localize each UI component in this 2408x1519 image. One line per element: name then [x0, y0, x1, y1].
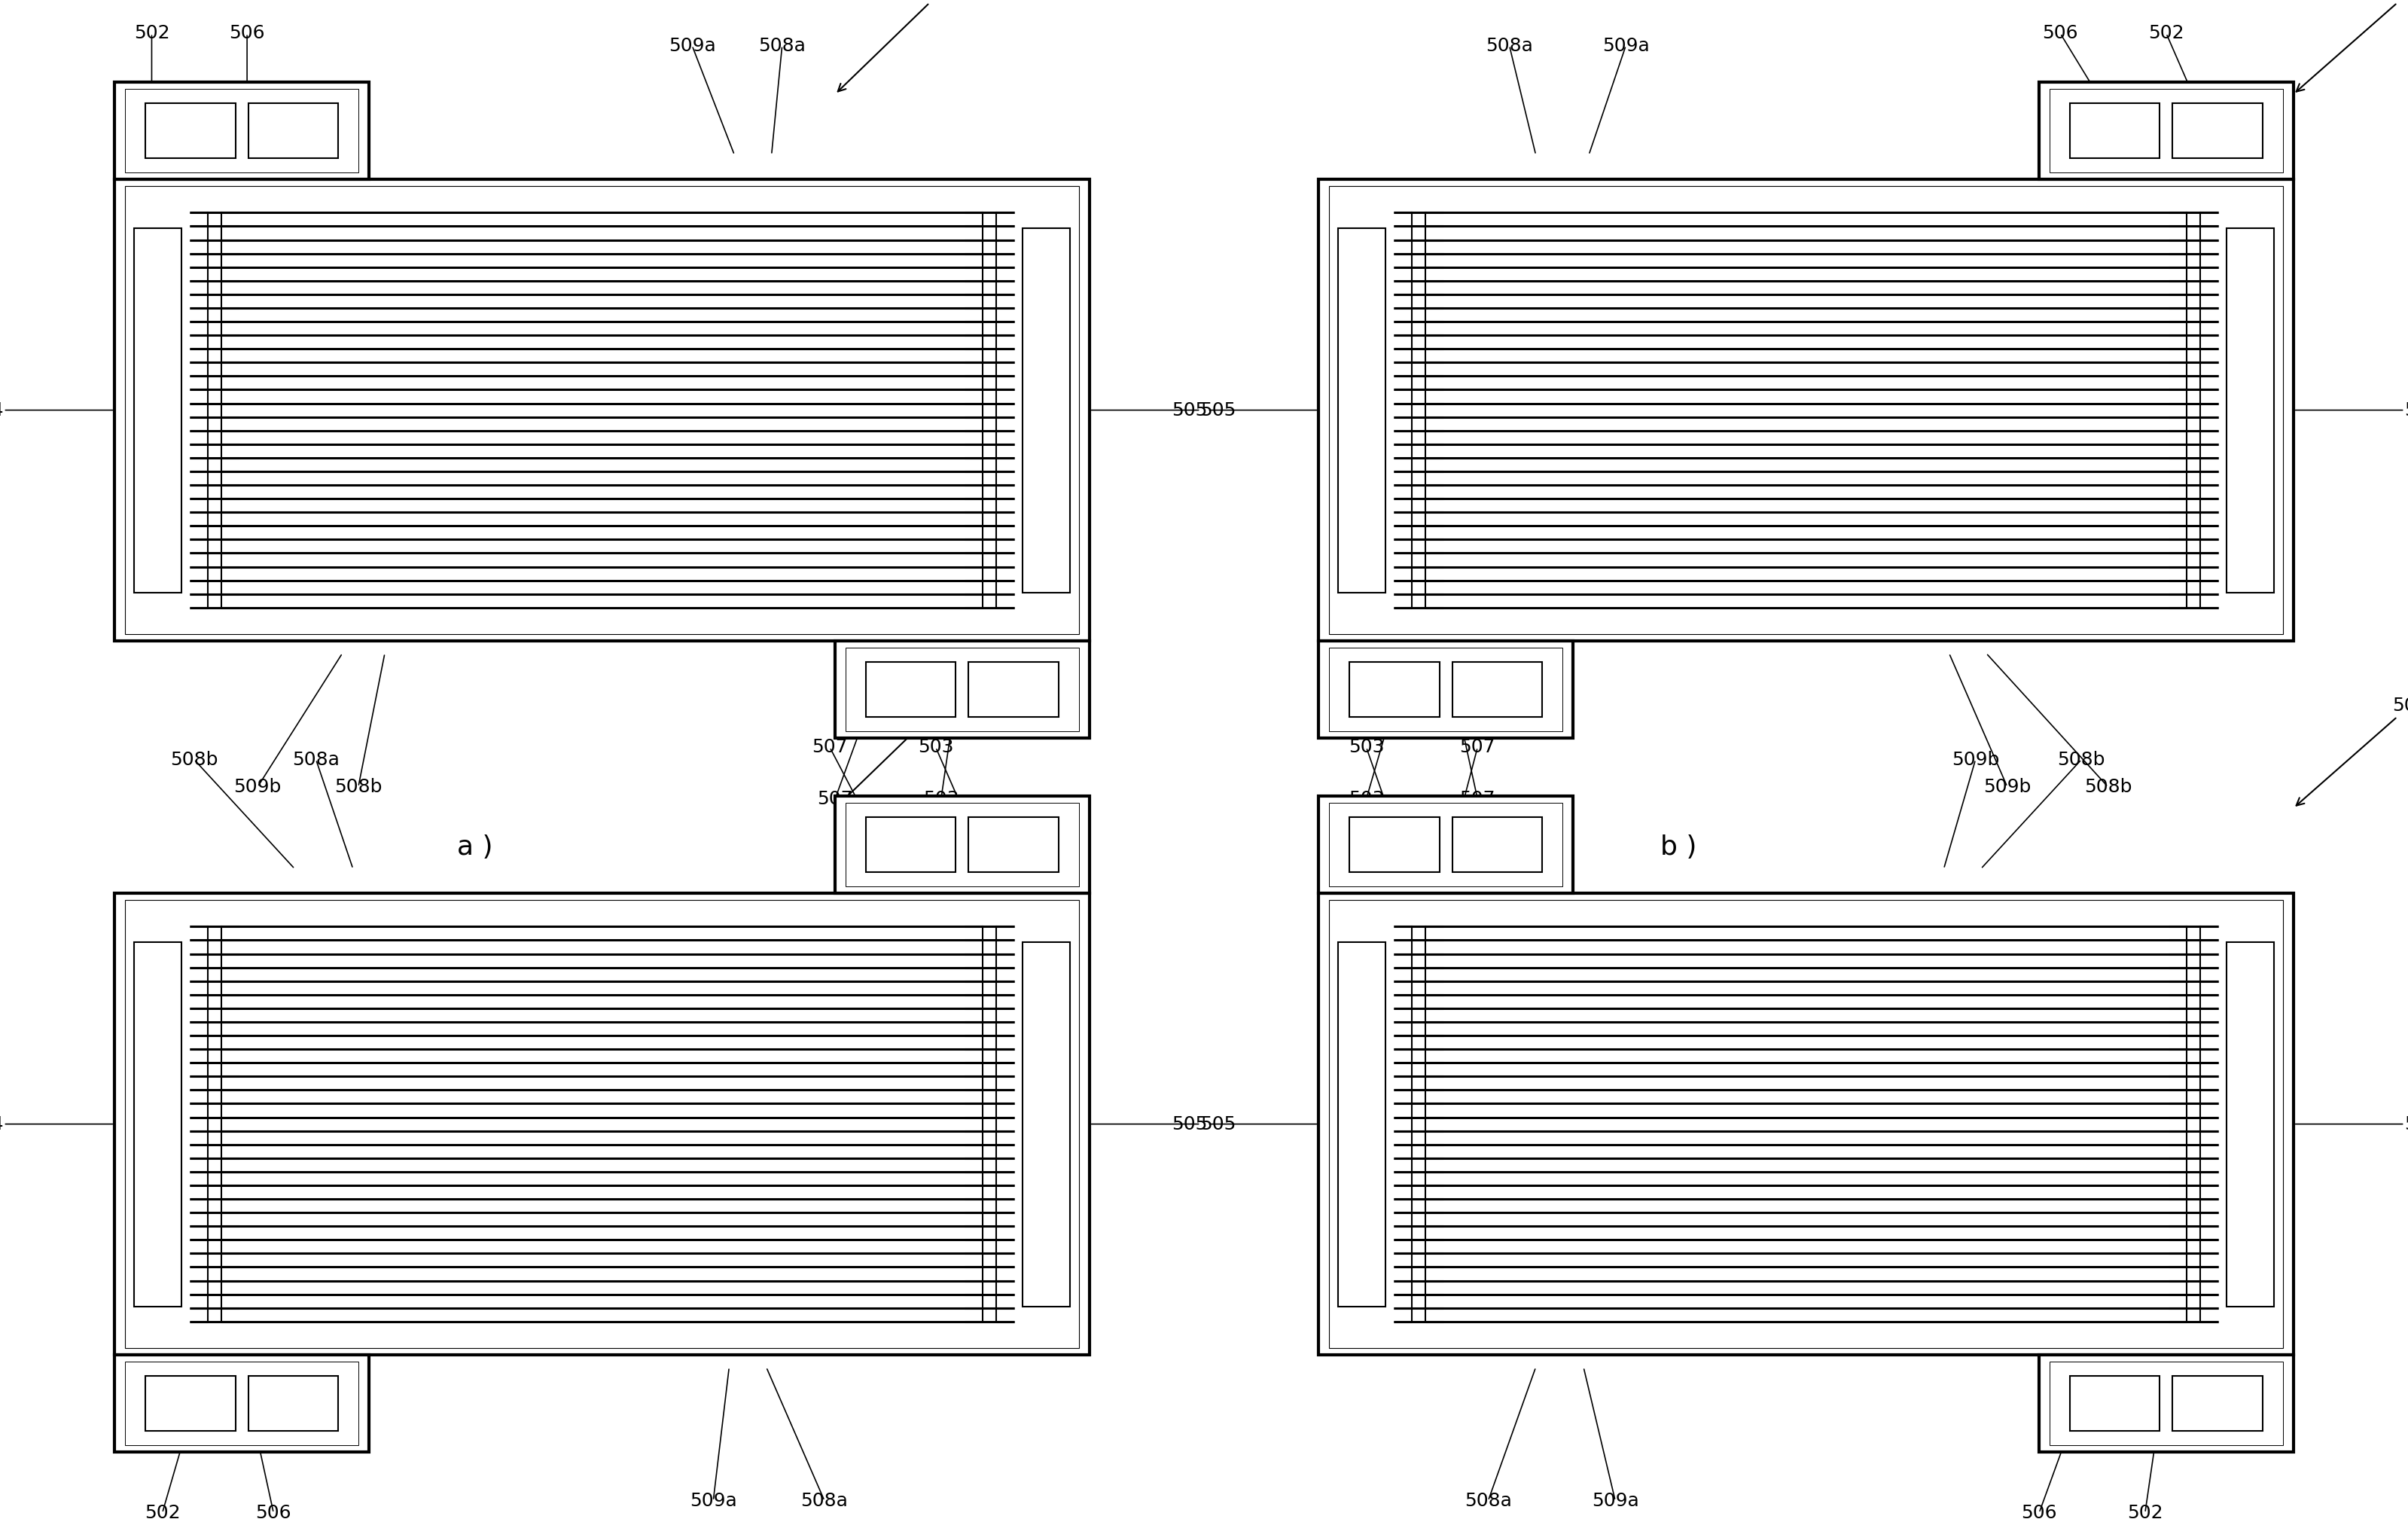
Text: 509a: 509a — [689, 1492, 737, 1510]
Bar — [1320, 641, 1572, 738]
Bar — [144, 1376, 236, 1431]
Text: 500: 500 — [838, 0, 958, 91]
Text: 504: 504 — [2406, 1115, 2408, 1133]
Bar — [125, 88, 359, 173]
Bar — [867, 662, 956, 717]
Text: 508b: 508b — [2083, 778, 2131, 796]
Bar — [1329, 185, 2283, 635]
Text: 503: 503 — [1348, 738, 1385, 756]
Text: 508b: 508b — [2056, 750, 2105, 769]
Text: 506: 506 — [255, 1504, 291, 1519]
Text: 505: 505 — [1173, 401, 1206, 419]
Bar — [125, 185, 1079, 635]
Text: 507: 507 — [811, 738, 848, 756]
Text: 508a: 508a — [1486, 36, 1534, 55]
Text: 502: 502 — [144, 1504, 181, 1519]
Text: 508a: 508a — [802, 1492, 848, 1510]
Bar — [1339, 942, 1385, 1306]
Bar — [2227, 228, 2273, 592]
Text: 509b: 509b — [1950, 750, 1999, 769]
Text: 509a: 509a — [1601, 36, 1649, 55]
Bar — [135, 942, 181, 1306]
Text: 502: 502 — [2148, 24, 2184, 43]
Text: 508b: 508b — [171, 750, 219, 769]
Text: 506: 506 — [2042, 24, 2078, 43]
Bar — [2172, 1376, 2264, 1431]
Text: 505: 505 — [1202, 401, 1235, 419]
Text: 504: 504 — [2406, 401, 2408, 419]
Text: 501: 501 — [2297, 0, 2408, 91]
Bar — [1320, 796, 1572, 893]
Bar — [1452, 662, 1541, 717]
Text: 502: 502 — [135, 24, 169, 43]
Text: 502: 502 — [2126, 1504, 2162, 1519]
Bar — [248, 103, 337, 158]
Text: 509b: 509b — [1984, 778, 2032, 796]
Text: 509a: 509a — [1592, 1492, 1640, 1510]
Text: 507: 507 — [1459, 738, 1495, 756]
Text: 506: 506 — [2020, 1504, 2056, 1519]
Bar — [1452, 817, 1541, 872]
Bar — [125, 1361, 359, 1446]
Text: 506: 506 — [229, 24, 265, 43]
Bar — [2227, 942, 2273, 1306]
Text: 503: 503 — [1348, 790, 1385, 808]
Text: a ): a ) — [458, 835, 494, 860]
Text: 508a: 508a — [291, 750, 340, 769]
Bar — [116, 1355, 368, 1452]
Bar — [116, 179, 1088, 641]
Text: 501: 501 — [2297, 697, 2408, 805]
Bar — [1348, 662, 1440, 717]
Bar — [2040, 82, 2292, 179]
Bar — [135, 228, 181, 592]
Bar — [867, 817, 956, 872]
Text: 504: 504 — [0, 1115, 2, 1133]
Bar — [248, 1376, 337, 1431]
Text: 509b: 509b — [234, 778, 282, 796]
Bar — [845, 647, 1079, 732]
Bar — [2049, 1361, 2283, 1446]
Text: 507: 507 — [816, 790, 852, 808]
Bar — [2049, 88, 2283, 173]
Text: 508a: 508a — [1464, 1492, 1512, 1510]
Text: 504: 504 — [0, 401, 2, 419]
Bar — [2071, 1376, 2160, 1431]
Text: 503: 503 — [922, 790, 958, 808]
Bar — [2040, 1355, 2292, 1452]
Bar — [125, 899, 1079, 1349]
Text: 509a: 509a — [669, 36, 715, 55]
Bar — [1320, 179, 2292, 641]
Bar — [1348, 817, 1440, 872]
Text: 500: 500 — [838, 697, 958, 805]
Bar — [1329, 899, 2283, 1349]
Bar — [968, 817, 1060, 872]
Text: 503: 503 — [917, 738, 954, 756]
Bar — [1320, 893, 2292, 1355]
Bar — [845, 802, 1079, 887]
Text: 508a: 508a — [759, 36, 807, 55]
Bar — [968, 662, 1060, 717]
Bar — [836, 796, 1088, 893]
Text: b ): b ) — [1662, 835, 1698, 860]
Text: 507: 507 — [1459, 790, 1495, 808]
Text: 508b: 508b — [335, 778, 383, 796]
Bar — [116, 893, 1088, 1355]
Bar — [1339, 228, 1385, 592]
Bar — [2071, 103, 2160, 158]
Text: 505: 505 — [1173, 1115, 1206, 1133]
Bar — [144, 103, 236, 158]
Text: 505: 505 — [1202, 1115, 1235, 1133]
Bar — [836, 641, 1088, 738]
Bar — [116, 82, 368, 179]
Bar — [1329, 802, 1563, 887]
Bar — [1329, 647, 1563, 732]
Bar — [2172, 103, 2264, 158]
Bar — [1023, 942, 1069, 1306]
Bar — [1023, 228, 1069, 592]
